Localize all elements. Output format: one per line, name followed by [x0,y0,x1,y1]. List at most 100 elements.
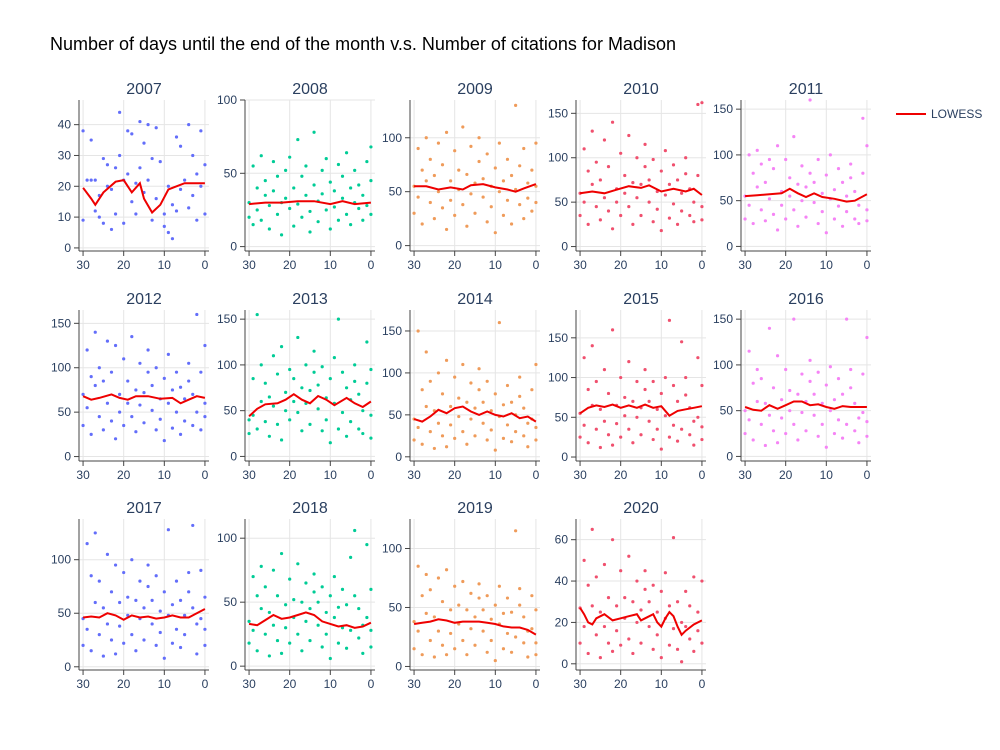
scatter-point [602,562,607,567]
scatter-point [449,404,453,409]
scatter-point [344,212,349,216]
scatter-point [514,103,518,107]
scatter-point [578,213,582,218]
scatter-point [610,120,615,124]
y-tick-label: 150 [217,312,237,326]
scatter-point [700,437,704,442]
panel-title: 2017 [126,500,162,517]
scatter-point [655,610,659,614]
scatter-point [308,209,312,214]
scatter-point [522,434,526,438]
scatter-point [784,431,788,436]
scatter-point [816,157,820,162]
scatter-point [763,180,767,184]
scatter-point [663,149,667,153]
scatter-point [320,192,324,196]
y-tick-label: 50 [58,405,72,419]
scatter-point [138,119,142,124]
scatter-point [369,413,373,417]
x-tick-label: 10 [158,258,172,272]
scatter-point [696,415,700,419]
scatter-point [428,379,432,383]
scatter-point [598,218,602,222]
scatter-point [271,568,276,572]
legend[interactable]: LOWESS [896,107,982,121]
scatter-point [643,368,647,372]
scatter-point [865,219,869,223]
scatter-point [420,168,424,172]
scatter-point [344,603,349,607]
scatter-point [828,365,832,369]
scatter-point [259,154,263,158]
scatter-point [582,147,586,151]
scatter-point [747,153,751,157]
scatter-point [134,388,138,392]
panel-title: 2012 [126,291,162,308]
scatter-point [688,604,692,608]
scatter-point [631,181,635,185]
scatter-point [130,414,134,419]
scatter-point [635,379,639,384]
x-tick-label: 10 [655,677,669,691]
scatter-point [203,343,207,348]
scatter-point [845,317,849,321]
scatter-point [97,366,101,370]
scatter-point [275,212,280,216]
scatter-point [288,577,292,581]
scatter-point [247,619,251,623]
scatter-point [340,196,345,200]
scatter-point [800,199,804,203]
scatter-point [424,136,428,140]
scatter-point [743,409,747,413]
scatter-point [296,562,300,566]
scatter-point [865,335,869,340]
scatter-point [320,585,324,589]
scatter-point [522,146,526,151]
scatter-point [328,441,332,445]
scatter-point [97,414,101,419]
scatter-point [138,361,142,365]
scatter-point [255,208,259,212]
scatter-point [594,575,598,579]
scatter-point [113,437,118,441]
scatter-point [89,138,93,142]
scatter-point [763,443,767,448]
scatter-point [820,191,824,195]
scatter-point [247,215,251,219]
scatter-point [154,428,158,432]
scatter-point [118,110,122,114]
y-tick-label: 100 [713,148,733,162]
lowess-line [249,200,371,206]
scatter-point [199,370,203,374]
scatter-point [118,624,122,628]
scatter-point [284,626,288,630]
x-tick-label: 30 [76,468,90,482]
scatter-point [857,221,861,226]
scatter-point [126,401,130,405]
scatter-point [259,363,263,367]
scatter-point [853,401,857,405]
scatter-point [743,431,747,436]
x-tick-label: 30 [738,468,752,482]
scatter-point [332,189,336,193]
scatter-point [369,587,373,591]
scatter-point [259,564,263,568]
scatter-point [353,168,357,172]
scatter-point [594,633,598,637]
scatter-point [853,429,857,433]
scatter-point [162,438,166,443]
scatter-point [263,381,267,385]
scatter-point [109,419,114,423]
scatter-point [627,204,631,209]
scatter-point [316,600,320,604]
scatter-point [615,604,619,608]
scatter-point [696,102,700,107]
scatter-point [590,527,594,531]
scatter-point [812,200,816,205]
scatter-point [324,157,328,161]
scatter-point [324,610,328,615]
scatter-point [440,643,445,647]
x-tick-label: 30 [573,468,587,482]
scatter-point [89,375,93,379]
